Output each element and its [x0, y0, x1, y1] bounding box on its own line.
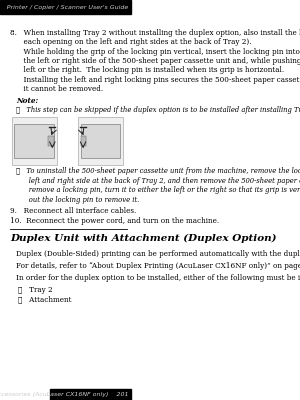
- Text: While holding the grip of the locking pin vertical, insert the locking pin into : While holding the grip of the locking pi…: [11, 48, 300, 56]
- Text: left or the right.  The locking pin is installed when its grip is horizontal.: left or the right. The locking pin is in…: [11, 66, 285, 74]
- Text: Installing Accessories (AcuLaser CX16NF only)    201: Installing Accessories (AcuLaser CX16NF …: [0, 392, 128, 397]
- Text: AcuLaser CX16 Series    Printer / Copier / Scanner User's Guide: AcuLaser CX16 Series Printer / Copier / …: [0, 4, 128, 10]
- Bar: [81, 136, 86, 146]
- Text: it cannot be removed.: it cannot be removed.: [11, 85, 103, 93]
- Text: Duplex (Double-Sided) printing can be performed automatically with the duplex op: Duplex (Double-Sided) printing can be pe…: [16, 250, 300, 258]
- FancyBboxPatch shape: [11, 117, 56, 165]
- Text: 10.  Reconnect the power cord, and turn on the machine.: 10. Reconnect the power cord, and turn o…: [11, 217, 220, 225]
- Text: Installing the left and right locking pins secures the 500-sheet paper cassette : Installing the left and right locking pi…: [11, 76, 300, 84]
- Text: For details, refer to “About Duplex Printing (AcuLaser CX16NF only)” on page 65.: For details, refer to “About Duplex Prin…: [16, 262, 300, 270]
- Text: ❑   To uninstall the 500-sheet paper cassette unit from the machine, remove the : ❑ To uninstall the 500-sheet paper casse…: [16, 167, 300, 175]
- Bar: [0, 0, 131, 14]
- Text: ❑   Attachment: ❑ Attachment: [18, 296, 72, 304]
- Text: 8.   When installing Tray 2 without installing the duplex option, also install t: 8. When installing Tray 2 without instal…: [11, 29, 300, 37]
- Text: remove a locking pin, turn it to either the left or the right so that its grip i: remove a locking pin, turn it to either …: [16, 186, 300, 194]
- Bar: [81, 124, 120, 158]
- Text: out the locking pin to remove it.: out the locking pin to remove it.: [16, 196, 139, 204]
- FancyBboxPatch shape: [78, 117, 123, 165]
- Text: Note:: Note:: [16, 97, 38, 105]
- Text: ❑   Tray 2: ❑ Tray 2: [18, 286, 53, 294]
- Bar: [48, 136, 54, 146]
- Bar: [50, 389, 131, 400]
- Text: Duplex Unit with Attachment (Duplex Option): Duplex Unit with Attachment (Duplex Opti…: [11, 233, 277, 242]
- Text: 9.   Reconnect all interface cables.: 9. Reconnect all interface cables.: [11, 207, 137, 215]
- Text: each opening on the left and right sides at the back of Tray 2).: each opening on the left and right sides…: [11, 38, 252, 46]
- Text: ❑   This step can be skipped if the duplex option is to be installed after insta: ❑ This step can be skipped if the duplex…: [16, 106, 300, 114]
- Text: left and right side at the back of Tray 2, and then remove the 500-sheet paper c: left and right side at the back of Tray …: [16, 177, 300, 185]
- Text: In order for the duplex option to be installed, either of the following must be : In order for the duplex option to be ins…: [16, 274, 300, 282]
- Bar: [14, 124, 54, 158]
- Text: the left or right side of the 500-sheet paper cassette unit and, while pushing i: the left or right side of the 500-sheet …: [11, 57, 300, 65]
